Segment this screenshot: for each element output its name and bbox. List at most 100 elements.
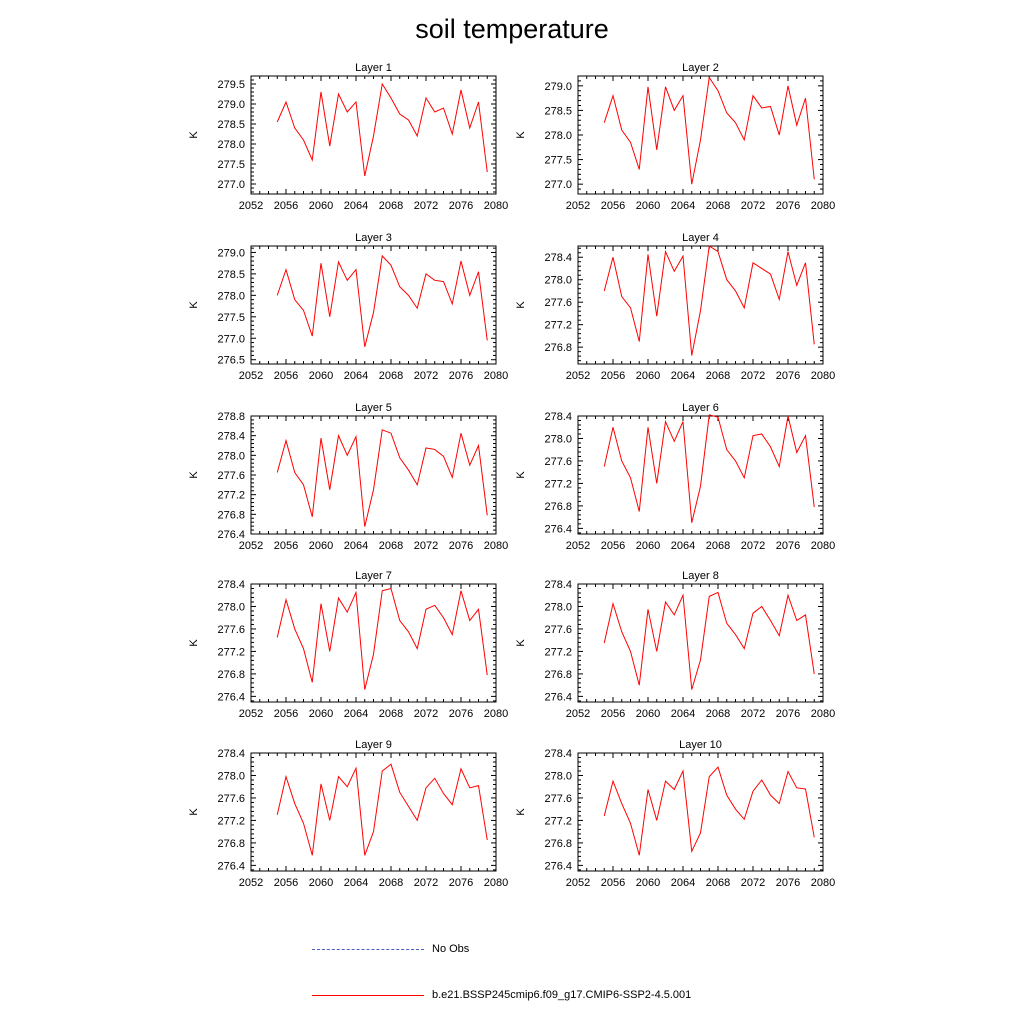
y-tick-label: 278.5 [217, 119, 245, 131]
y-tick-label: 279.0 [217, 99, 245, 111]
y-tick-label: 276.8 [217, 669, 245, 681]
series-line [603, 76, 815, 185]
y-tick-label: 277.6 [544, 624, 572, 636]
x-tick-label: 2072 [741, 200, 765, 212]
panel-title: Layer 1 [355, 62, 392, 74]
y-tick-label: 276.8 [544, 838, 572, 850]
y-tick-label: 277.0 [217, 333, 245, 345]
series-line [276, 254, 488, 347]
x-tick-label: 2056 [274, 877, 298, 889]
x-tick-label: 2076 [449, 370, 473, 382]
plot-frame [250, 415, 497, 535]
y-tick-label: 277.2 [544, 478, 572, 490]
x-tick-label: 2056 [601, 708, 625, 720]
y-tick-label: 278.0 [544, 601, 572, 613]
x-tick-label: 2076 [449, 540, 473, 552]
x-tick-label: 2052 [566, 200, 590, 212]
chart-panel: 2052 2056 2060 2064 2068 2072 2076 2080 278.4 278… [515, 570, 835, 720]
x-tick-label: 2080 [811, 370, 835, 382]
y-tick-label: 278.0 [217, 601, 245, 613]
x-tick-label: 2080 [484, 708, 508, 720]
x-tick-label: 2056 [601, 877, 625, 889]
y-tick-label: 277.6 [217, 470, 245, 482]
y-tick-label: 278.0 [544, 770, 572, 782]
series-line [276, 82, 488, 177]
y-tick-label: 278.0 [544, 130, 572, 142]
y-tick-label: 278.8 [217, 411, 245, 423]
x-tick-label: 2072 [414, 370, 438, 382]
y-axis-label: K [188, 301, 200, 309]
y-tick-label: 277.5 [544, 155, 572, 167]
x-tick-label: 2072 [414, 708, 438, 720]
x-tick-label: 2064 [344, 708, 368, 720]
y-tick-label: 276.4 [217, 529, 245, 541]
x-tick-label: 2080 [484, 877, 508, 889]
x-tick-label: 2056 [274, 370, 298, 382]
x-tick-label: 2056 [274, 708, 298, 720]
y-tick-label: 276.8 [544, 342, 572, 354]
x-tick-label: 2080 [811, 540, 835, 552]
plot-frame [250, 752, 497, 872]
x-tick-label: 2068 [706, 877, 730, 889]
chart-panel: 2052 2056 2060 2064 2068 2072 2076 2080 278.4 278… [515, 402, 835, 552]
x-tick-label: 2076 [776, 540, 800, 552]
y-axis-label: K [515, 808, 527, 816]
y-tick-label: 276.8 [217, 838, 245, 850]
x-tick-label: 2076 [449, 708, 473, 720]
y-axis-label: K [188, 639, 200, 647]
series-line [276, 587, 488, 690]
y-tick-label: 279.5 [217, 79, 245, 91]
y-axis-label: K [515, 301, 527, 309]
y-axis-label: K [515, 471, 527, 479]
x-tick-label: 2068 [706, 370, 730, 382]
series-line [276, 429, 488, 527]
y-tick-label: 277.6 [217, 793, 245, 805]
y-tick-label: 278.0 [544, 433, 572, 445]
x-tick-label: 2060 [636, 540, 660, 552]
x-tick-label: 2068 [379, 540, 403, 552]
x-tick-label: 2072 [414, 540, 438, 552]
legend-label: No Obs [432, 943, 470, 955]
x-tick-label: 2052 [566, 370, 590, 382]
y-tick-label: 278.4 [544, 411, 572, 423]
y-axis-label: K [188, 808, 200, 816]
series-line [276, 763, 488, 856]
y-tick-label: 278.4 [217, 748, 245, 760]
y-tick-label: 277.6 [544, 297, 572, 309]
chart-panel: 2052 2056 2060 2064 2068 2072 2076 2080 278.4 278… [515, 232, 835, 382]
legend-solid-line [312, 995, 424, 996]
y-tick-label: 277.2 [544, 815, 572, 827]
x-tick-label: 2064 [671, 877, 695, 889]
x-tick-label: 2080 [484, 540, 508, 552]
x-tick-label: 2064 [671, 200, 695, 212]
panel-title: Layer 2 [682, 62, 719, 74]
x-tick-label: 2072 [414, 877, 438, 889]
y-tick-label: 277.5 [217, 312, 245, 324]
x-tick-label: 2056 [274, 540, 298, 552]
series-line [603, 414, 815, 523]
y-tick-label: 276.5 [217, 355, 245, 367]
chart-panel: 2052 2056 2060 2064 2068 2072 2076 2080 279.5 279… [188, 62, 508, 212]
x-tick-label: 2068 [706, 540, 730, 552]
y-axis-label: K [188, 131, 200, 139]
x-tick-label: 2052 [566, 877, 590, 889]
y-tick-label: 278.4 [217, 431, 245, 443]
y-tick-label: 277.6 [544, 456, 572, 468]
chart-panel: 2052 2056 2060 2064 2068 2072 2076 2080 278.4 278… [188, 739, 508, 889]
x-tick-label: 2068 [706, 200, 730, 212]
panel-title: Layer 9 [355, 739, 392, 751]
y-tick-label: 277.2 [217, 490, 245, 502]
y-tick-label: 276.8 [544, 501, 572, 513]
plot-frame [577, 752, 824, 872]
x-tick-label: 2060 [636, 200, 660, 212]
x-tick-label: 2060 [309, 200, 333, 212]
y-tick-label: 276.4 [544, 523, 572, 535]
x-tick-label: 2072 [741, 877, 765, 889]
y-tick-label: 276.4 [544, 691, 572, 703]
series-line [603, 591, 815, 690]
panel-title: Layer 5 [355, 402, 392, 414]
y-tick-label: 279.0 [544, 81, 572, 93]
x-tick-label: 2060 [636, 708, 660, 720]
panel-title: Layer 4 [682, 232, 719, 244]
